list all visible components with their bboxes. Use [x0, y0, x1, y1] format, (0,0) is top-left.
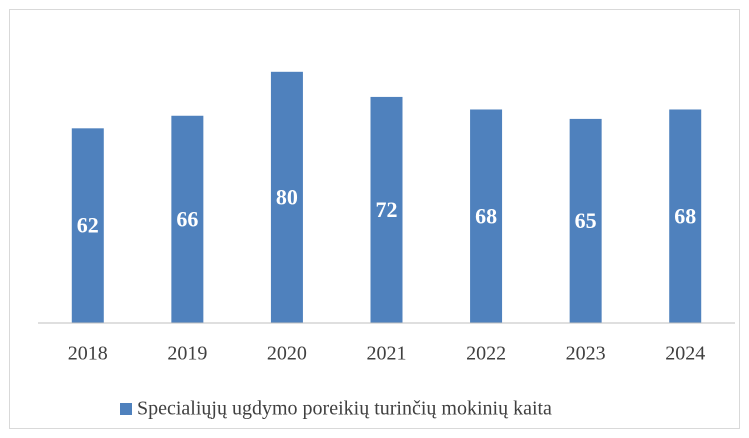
x-tick-label: 2019 — [167, 343, 207, 365]
data-label: 62 — [77, 213, 99, 238]
bar — [370, 96, 403, 323]
bar — [669, 109, 702, 323]
data-label: 65 — [575, 208, 597, 233]
bar — [71, 128, 104, 323]
data-label: 72 — [376, 197, 398, 222]
data-label: 68 — [475, 203, 497, 228]
x-tick-label: 2020 — [267, 343, 307, 365]
x-tick-label: 2023 — [566, 343, 606, 365]
x-tick-label: 2021 — [367, 343, 407, 365]
bar — [569, 118, 602, 324]
bar — [270, 71, 303, 323]
data-label: 68 — [674, 203, 696, 228]
data-label: 80 — [276, 184, 298, 209]
legend-swatch — [120, 403, 132, 415]
bar — [171, 115, 204, 323]
legend-label: Specialiųjų ugdymo poreikių turinčių mok… — [137, 398, 552, 420]
bar — [470, 109, 503, 323]
x-tick-label: 2018 — [68, 343, 108, 365]
data-label: 66 — [176, 206, 198, 231]
x-tick-label: 2024 — [665, 343, 705, 365]
x-tick-label: 2022 — [466, 343, 506, 365]
